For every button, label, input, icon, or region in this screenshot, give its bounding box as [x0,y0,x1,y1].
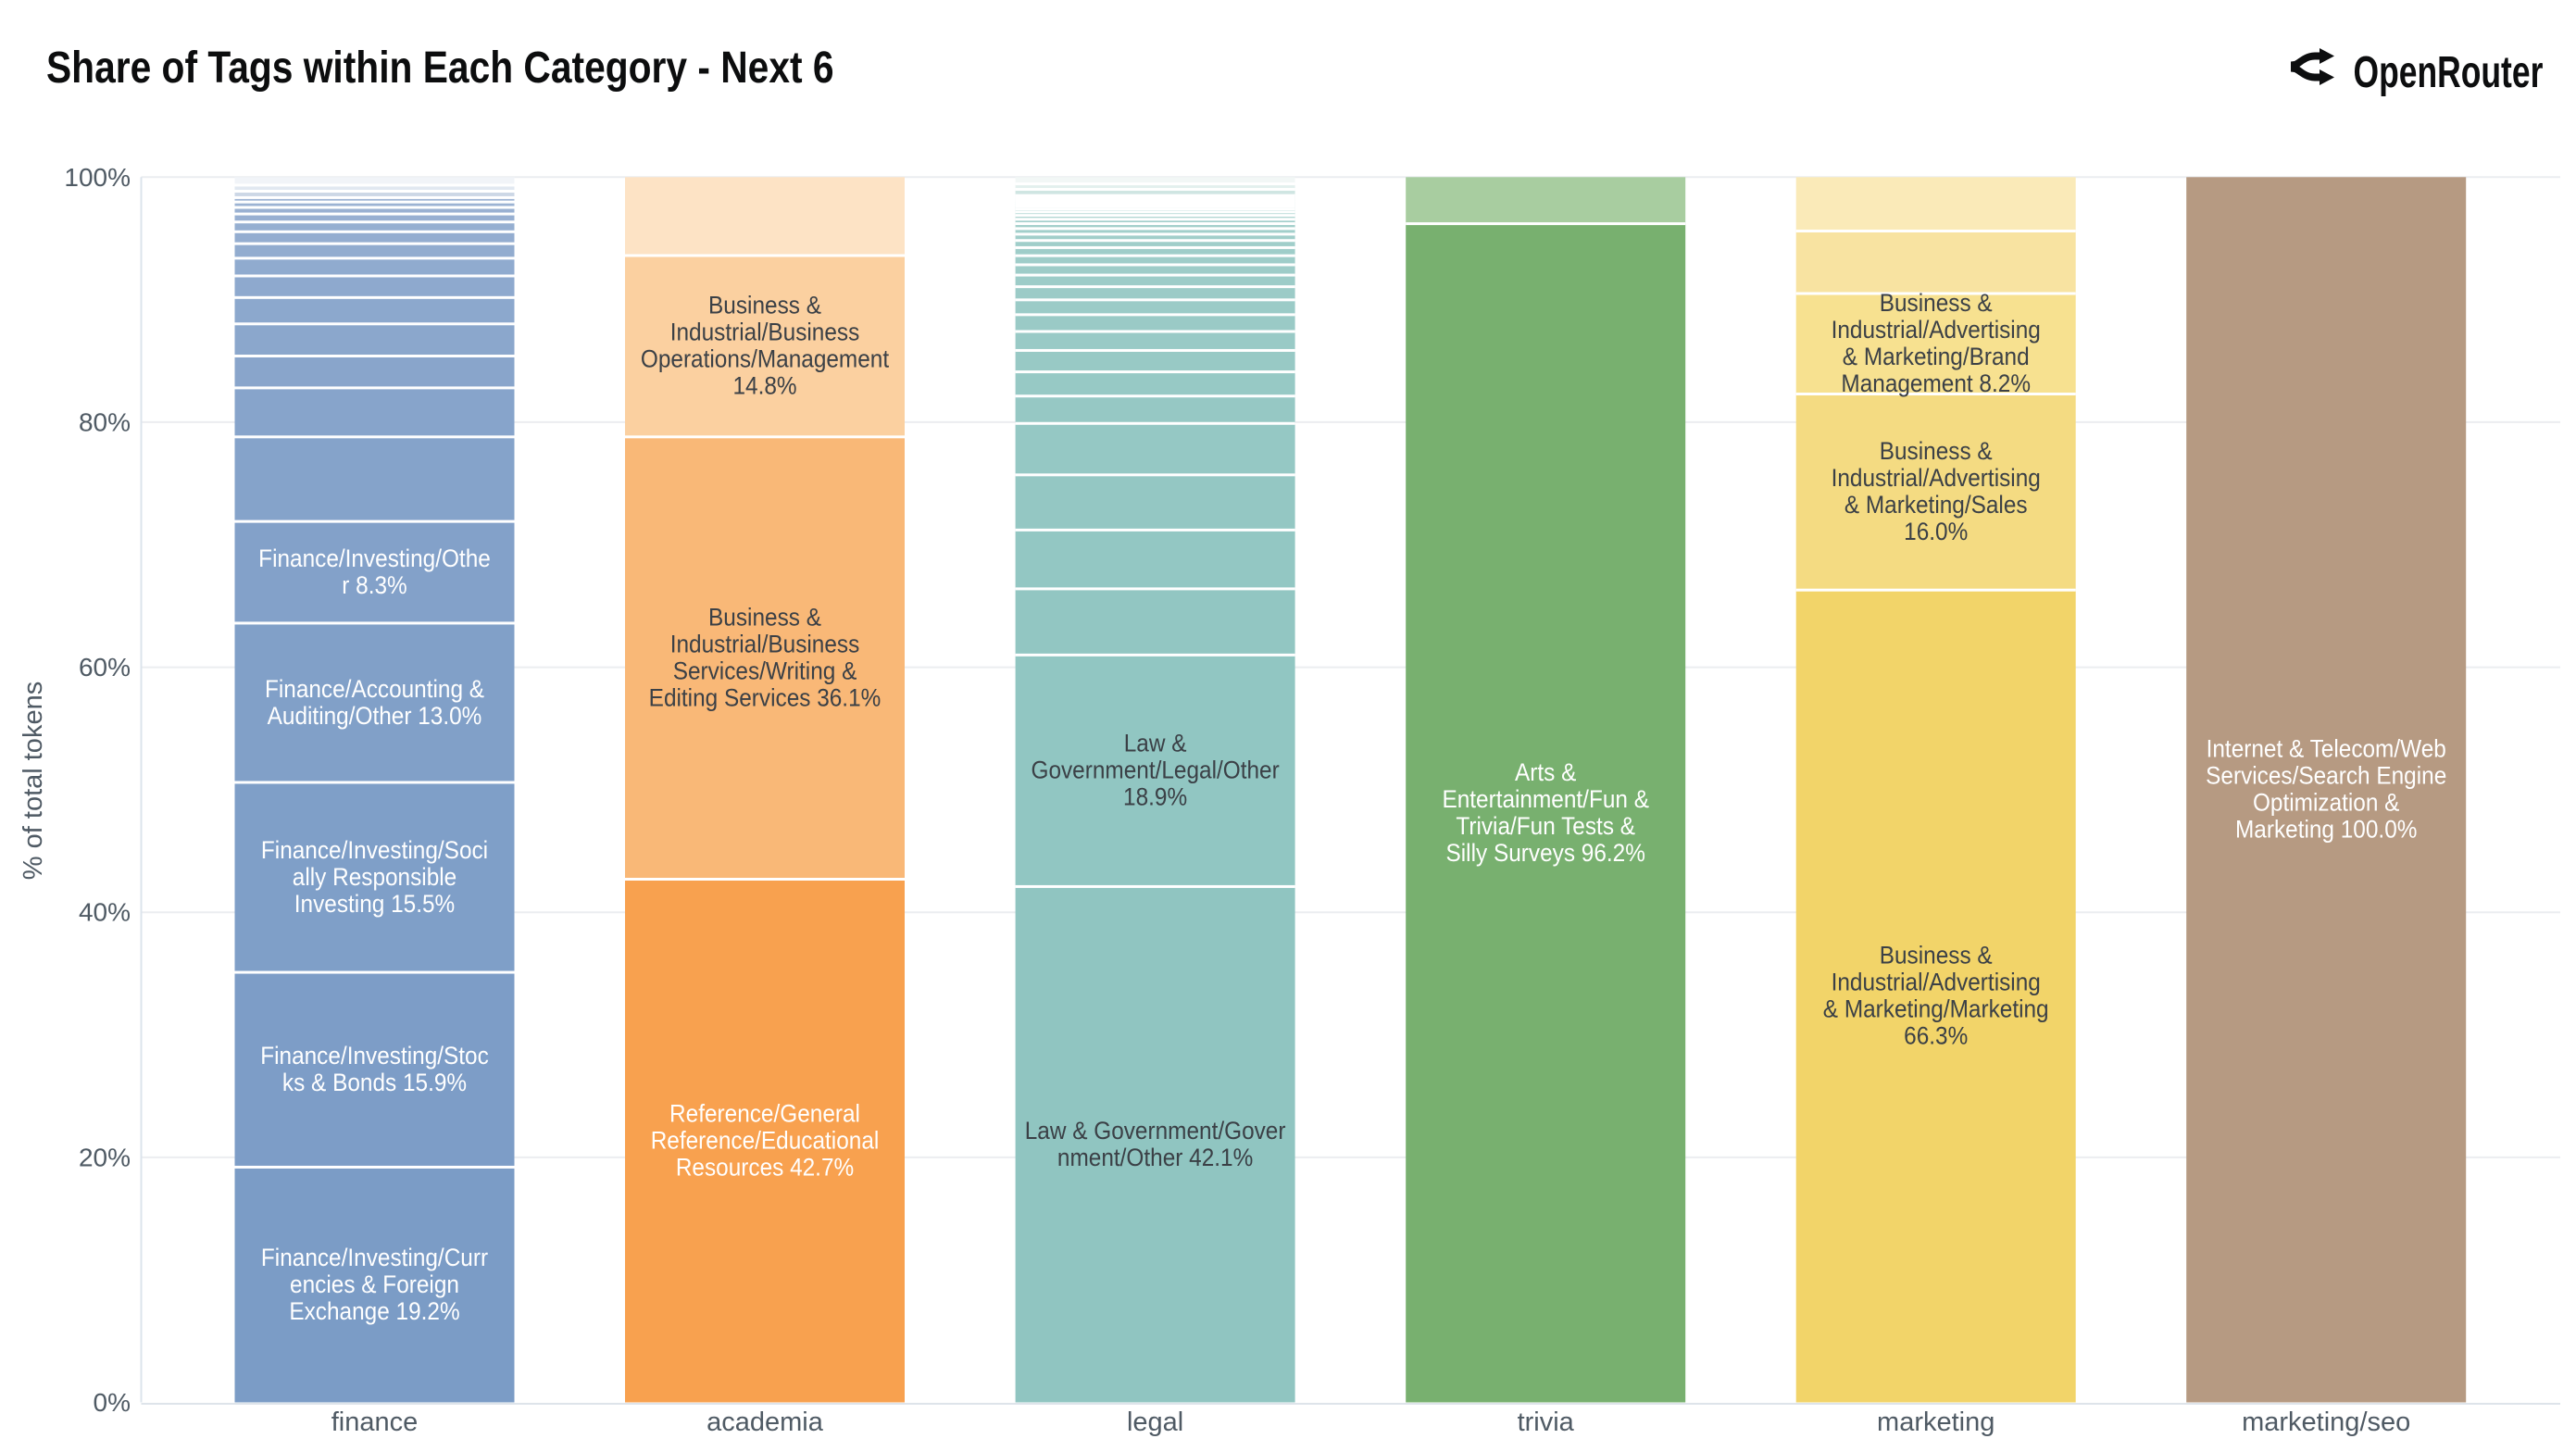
svg-text:Entertainment/Fun &: Entertainment/Fun & [1442,786,1649,813]
svg-text:Editing Services 36.1%: Editing Services 36.1% [649,685,882,712]
svg-text:& Marketing/Sales: & Marketing/Sales [1844,492,2028,519]
svg-text:finance: finance [331,1407,419,1437]
svg-text:40%: 40% [79,898,131,927]
svg-text:20%: 20% [79,1143,131,1171]
svg-text:Industrial/Advertising: Industrial/Advertising [1832,317,2041,344]
svg-text:Business &: Business & [1880,438,1993,465]
svg-text:Industrial/Business: Industrial/Business [670,319,860,346]
svg-text:Finance/Investing/Othe: Finance/Investing/Othe [258,545,491,572]
svg-text:Optimization &: Optimization & [2253,790,2399,817]
svg-text:Reference/Educational: Reference/Educational [651,1127,880,1154]
svg-text:Industrial/Business: Industrial/Business [670,632,860,658]
svg-text:18.9%: 18.9% [1123,784,1187,811]
svg-text:Law & Government/Gover: Law & Government/Gover [1025,1118,1286,1145]
svg-text:ally Responsible: ally Responsible [293,864,456,891]
svg-text:Finance/Investing/Stoc: Finance/Investing/Stoc [260,1043,489,1069]
svg-text:OpenRouter: OpenRouter [2354,47,2544,96]
svg-text:Business &: Business & [1880,943,1993,969]
svg-text:Auditing/Other 13.0%: Auditing/Other 13.0% [268,703,482,730]
svg-text:100%: 100% [64,163,131,192]
svg-text:Industrial/Advertising: Industrial/Advertising [1832,465,2041,492]
svg-text:0%: 0% [94,1388,131,1417]
svg-text:academia: academia [707,1407,824,1437]
svg-text:Internet & Telecom/Web: Internet & Telecom/Web [2207,736,2446,763]
svg-text:trivia: trivia [1518,1407,1575,1437]
svg-text:Services/Writing &: Services/Writing & [673,658,857,685]
svg-text:nment/Other 42.1%: nment/Other 42.1% [1057,1145,1253,1171]
svg-text:Government/Legal/Other: Government/Legal/Other [1031,757,1280,784]
svg-text:Industrial/Advertising: Industrial/Advertising [1832,969,2041,996]
svg-text:Finance/Investing/Soci: Finance/Investing/Soci [261,837,488,864]
svg-text:Marketing 100.0%: Marketing 100.0% [2235,817,2417,844]
svg-text:Business &: Business & [708,605,821,632]
svg-text:Finance/Investing/Curr: Finance/Investing/Curr [261,1245,489,1271]
svg-text:Management 8.2%: Management 8.2% [1841,370,2031,397]
svg-text:Reference/General: Reference/General [669,1100,860,1127]
svg-text:Services/Search Engine: Services/Search Engine [2206,763,2446,790]
svg-text:encies & Foreign: encies & Foreign [290,1271,459,1298]
svg-text:80%: 80% [79,407,131,436]
svg-text:66.3%: 66.3% [1904,1023,1968,1050]
svg-text:marketing/seo: marketing/seo [2242,1407,2410,1437]
svg-text:Finance/Accounting &: Finance/Accounting & [265,676,484,703]
svg-text:r 8.3%: r 8.3% [342,572,406,599]
svg-text:Business &: Business & [708,293,821,319]
svg-text:Arts &: Arts & [1515,759,1576,786]
svg-text:marketing: marketing [1877,1407,1995,1437]
svg-text:Investing 15.5%: Investing 15.5% [294,891,455,918]
svg-text:Resources 42.7%: Resources 42.7% [676,1154,854,1181]
svg-text:Share of Tags within Each Cate: Share of Tags within Each Category - Nex… [46,44,834,93]
svg-text:& Marketing/Brand: & Marketing/Brand [1843,344,2030,370]
svg-text:Silly Surveys 96.2%: Silly Surveys 96.2% [1446,840,1645,867]
svg-text:16.0%: 16.0% [1904,519,1968,545]
svg-text:& Marketing/Marketing: & Marketing/Marketing [1823,996,2049,1023]
svg-text:Law &: Law & [1124,731,1187,757]
svg-text:Exchange 19.2%: Exchange 19.2% [289,1298,459,1325]
svg-text:Business &: Business & [1880,290,1993,317]
svg-text:legal: legal [1127,1407,1183,1437]
svg-text:14.8%: 14.8% [732,373,796,400]
svg-text:60%: 60% [79,653,131,682]
svg-text:Trivia/Fun Tests &: Trivia/Fun Tests & [1456,813,1635,840]
svg-text:% of total tokens: % of total tokens [19,682,48,880]
svg-text:Operations/Management: Operations/Management [641,346,889,373]
svg-text:ks & Bonds 15.9%: ks & Bonds 15.9% [282,1069,467,1096]
